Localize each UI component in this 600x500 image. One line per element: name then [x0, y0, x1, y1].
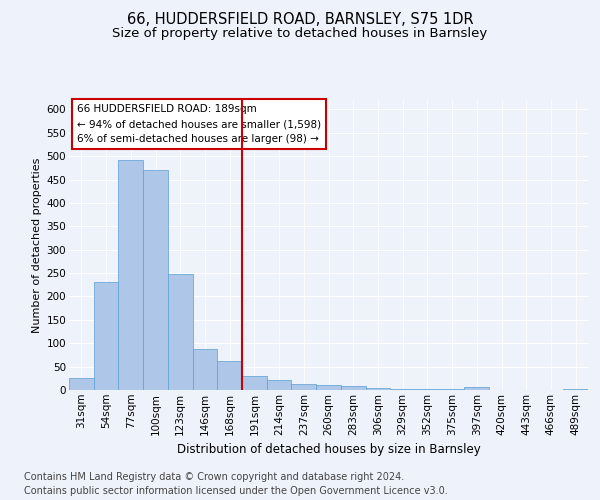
Bar	[341, 386, 365, 390]
X-axis label: Distribution of detached houses by size in Barnsley: Distribution of detached houses by size …	[176, 443, 481, 456]
Bar	[292, 384, 316, 390]
Text: Contains public sector information licensed under the Open Government Licence v3: Contains public sector information licen…	[24, 486, 448, 496]
Text: Contains HM Land Registry data © Crown copyright and database right 2024.: Contains HM Land Registry data © Crown c…	[24, 472, 404, 482]
Bar	[440, 389, 464, 390]
Bar	[69, 378, 94, 390]
Text: 66 HUDDERSFIELD ROAD: 189sqm
← 94% of detached houses are smaller (1,598)
6% of : 66 HUDDERSFIELD ROAD: 189sqm ← 94% of de…	[77, 104, 321, 144]
Bar	[242, 376, 267, 390]
Bar	[143, 170, 168, 390]
Bar	[316, 386, 341, 390]
Bar	[563, 388, 588, 390]
Bar	[217, 361, 242, 390]
Bar	[193, 349, 217, 390]
Text: Size of property relative to detached houses in Barnsley: Size of property relative to detached ho…	[112, 28, 488, 40]
Bar	[118, 160, 143, 390]
Y-axis label: Number of detached properties: Number of detached properties	[32, 158, 43, 332]
Bar	[267, 380, 292, 390]
Bar	[168, 274, 193, 390]
Bar	[415, 389, 440, 390]
Bar	[464, 387, 489, 390]
Bar	[365, 388, 390, 390]
Bar	[390, 388, 415, 390]
Text: 66, HUDDERSFIELD ROAD, BARNSLEY, S75 1DR: 66, HUDDERSFIELD ROAD, BARNSLEY, S75 1DR	[127, 12, 473, 28]
Bar	[94, 282, 118, 390]
